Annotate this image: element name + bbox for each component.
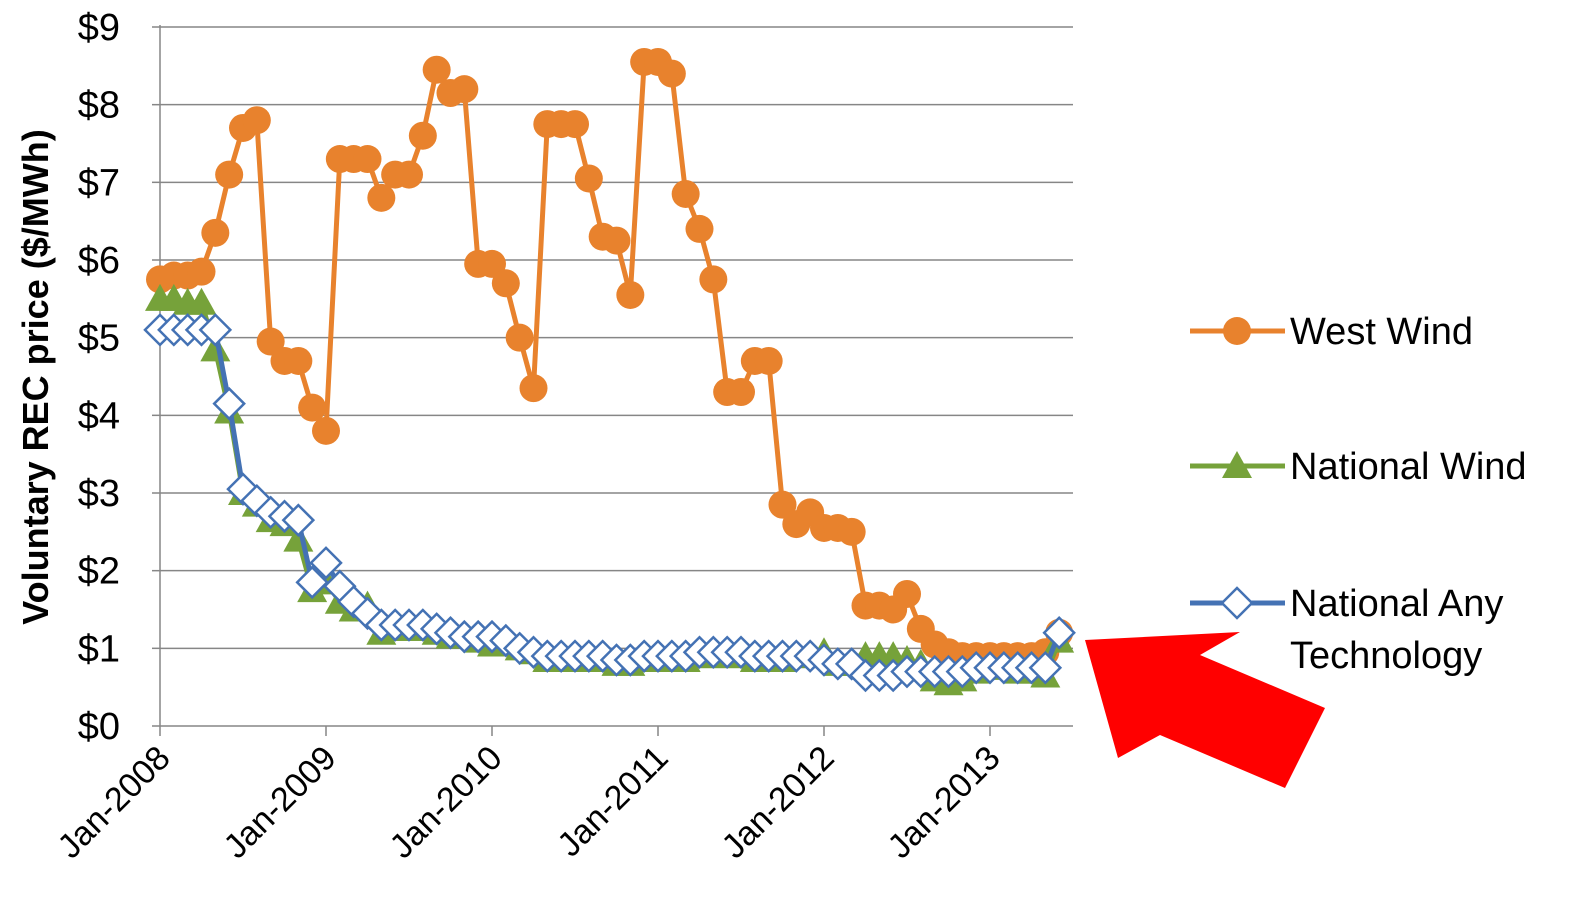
y-tick-label: $9	[78, 7, 120, 49]
data-point	[505, 323, 534, 352]
data-point	[893, 579, 921, 608]
x-tick-label: Jan-2010	[383, 739, 510, 866]
legend-marker	[1222, 451, 1252, 478]
data-point	[212, 386, 246, 421]
x-tick-label: Jan-2009	[217, 739, 344, 866]
data-point	[186, 287, 217, 315]
y-tick-label: $6	[78, 240, 120, 282]
data-point	[309, 546, 343, 580]
annotation-arrow	[1085, 632, 1325, 788]
red-arrow-icon	[1085, 632, 1325, 788]
data-point	[281, 503, 316, 537]
legend-label: National Any Technology	[1290, 583, 1503, 677]
series-national-any-technology	[143, 313, 1076, 693]
data-point	[602, 226, 631, 255]
data-point	[657, 59, 686, 88]
data-point	[284, 346, 313, 375]
series-west-wind	[146, 47, 1074, 671]
x-tick-label: Jan-2011	[550, 739, 675, 864]
data-point	[395, 160, 423, 189]
data-point	[671, 179, 700, 208]
y-tick-label: $1	[78, 628, 120, 670]
data-point	[295, 565, 329, 600]
data-point	[198, 313, 233, 347]
data-point	[519, 374, 548, 403]
x-tick-label: Jan-2013	[881, 739, 1008, 866]
data-point	[727, 378, 755, 407]
legend-item: National Wind	[1190, 446, 1527, 488]
x-axis-ticks: Jan-2008 Jan-2009 Jan-2010 Jan-2011 Jan-2012…	[51, 739, 1008, 866]
data-point	[1028, 650, 1063, 685]
legend-item: National Any Technology	[1190, 583, 1503, 677]
y-tick-label: $5	[78, 318, 120, 360]
legend-marker	[1223, 317, 1251, 345]
axes	[152, 25, 1073, 736]
data-point	[215, 160, 244, 189]
legend-marker	[1220, 586, 1254, 620]
y-tick-label: $4	[78, 395, 120, 437]
data-point	[201, 218, 230, 247]
data-point	[1042, 616, 1076, 650]
data-point	[408, 121, 437, 150]
data-point	[561, 110, 589, 139]
legend-item: West Wind	[1190, 311, 1473, 353]
data-point	[256, 327, 285, 356]
data-point	[616, 280, 645, 309]
y-tick-label: $2	[78, 551, 120, 593]
legend: West Wind National Wind National Any Techno…	[1190, 311, 1527, 677]
data-point	[298, 393, 327, 422]
y-axis-label: Voluntary REC price ($/MWh)	[15, 129, 56, 624]
data-point	[200, 334, 231, 362]
x-tick-label: Jan-2012	[715, 739, 842, 866]
legend-label: West Wind	[1290, 311, 1473, 353]
legend-label: National Wind	[1290, 446, 1527, 488]
data-point	[685, 214, 714, 243]
data-point	[574, 164, 603, 193]
y-tick-label: $8	[78, 85, 120, 127]
x-tick-label: Jan-2008	[51, 739, 178, 866]
y-axis-ticks: $0 $1 $2 $3 $4 $5 $6 $7 $8 $9	[78, 7, 120, 748]
data-point	[187, 257, 216, 286]
y-tick-label: $7	[78, 162, 120, 204]
data-point	[754, 346, 783, 375]
data-point	[837, 517, 866, 546]
data-point	[450, 75, 479, 104]
data-point	[478, 249, 506, 278]
data-point	[699, 265, 728, 294]
y-tick-label: $3	[78, 473, 120, 515]
data-point	[768, 490, 797, 519]
data-point	[312, 416, 340, 445]
gridlines	[160, 26, 1073, 650]
data-point	[242, 106, 271, 135]
data-point	[422, 55, 451, 84]
data-point	[367, 183, 396, 212]
data-point	[353, 145, 382, 174]
data-point	[491, 269, 520, 298]
y-tick-label: $0	[78, 706, 120, 748]
series-group	[143, 47, 1076, 696]
